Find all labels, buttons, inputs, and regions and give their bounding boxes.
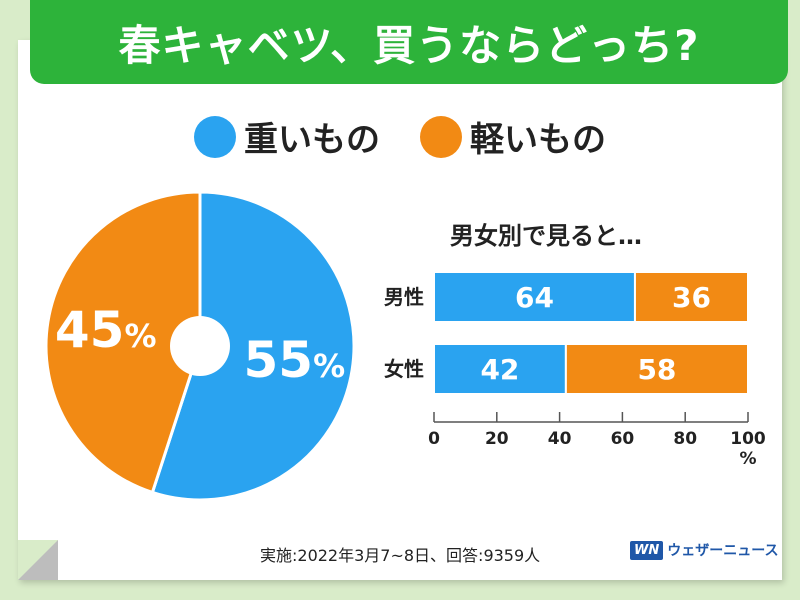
bar-chart-title: 男女別で見ると… [450, 222, 642, 250]
bar-value-label-1-1: 58 [637, 353, 676, 386]
x-tick-label-4: 80 [673, 429, 697, 449]
x-tick-label-3: 60 [611, 429, 635, 449]
brand: WN ウェザーニュース [630, 540, 779, 560]
x-tick-label-0: 0 [428, 429, 440, 449]
pie-slice-label-1: 45% [55, 301, 157, 359]
legend-swatch-light [420, 115, 462, 158]
survey-note: 実施:2022年3月7~8日、回答:9359人 [260, 546, 541, 565]
pie-chart: 55% 45% [40, 186, 360, 510]
x-tick-label-1: 20 [485, 429, 509, 449]
legend-label-light: 軽いもの [470, 120, 606, 160]
x-axis-unit: % [739, 449, 756, 469]
pie-svg: 55% 45% [44, 190, 356, 502]
bar-category-label-1: 女性 [384, 357, 424, 381]
legend-label-heavy: 重いもの [244, 120, 380, 160]
bar-value-label-0-1: 36 [672, 281, 711, 314]
pie-slice-label-0: 55% [243, 331, 345, 389]
pie-center-hole [170, 316, 230, 376]
bar-chart: 男性 64 36 女性 42 58 0 20 40 60 80 100% [370, 262, 780, 486]
page-fold [18, 540, 58, 580]
bar-category-label-0: 男性 [384, 285, 424, 309]
pie-slice-1 [44, 190, 202, 495]
pie-slice-0 [150, 190, 356, 502]
bar-svg: 男性 64 36 女性 42 58 0 20 40 60 80 100% [384, 271, 766, 469]
bar-value-label-1-0: 42 [480, 353, 519, 386]
x-tick-label-5: 100 [730, 429, 766, 449]
bar-value-label-0-0: 64 [515, 281, 554, 314]
legend-item-heavy: 重いもの [194, 112, 380, 161]
legend-item-light: 軽いもの [420, 112, 606, 161]
brand-logo: WN [630, 540, 664, 560]
bar-segment-1-1 [564, 343, 749, 395]
x-tick-label-2: 40 [548, 429, 572, 449]
chart-title: 春キャベツ、買うならどっち? [118, 20, 700, 70]
bar-segment-0-1 [633, 271, 749, 323]
title-bar: 春キャベツ、買うならどっち? [30, 0, 788, 84]
brand-name: ウェザーニュース [667, 543, 779, 559]
legend: 重いもの 軽いもの [0, 112, 800, 161]
legend-swatch-heavy [194, 115, 236, 158]
bar-segment-0-0 [433, 271, 636, 323]
